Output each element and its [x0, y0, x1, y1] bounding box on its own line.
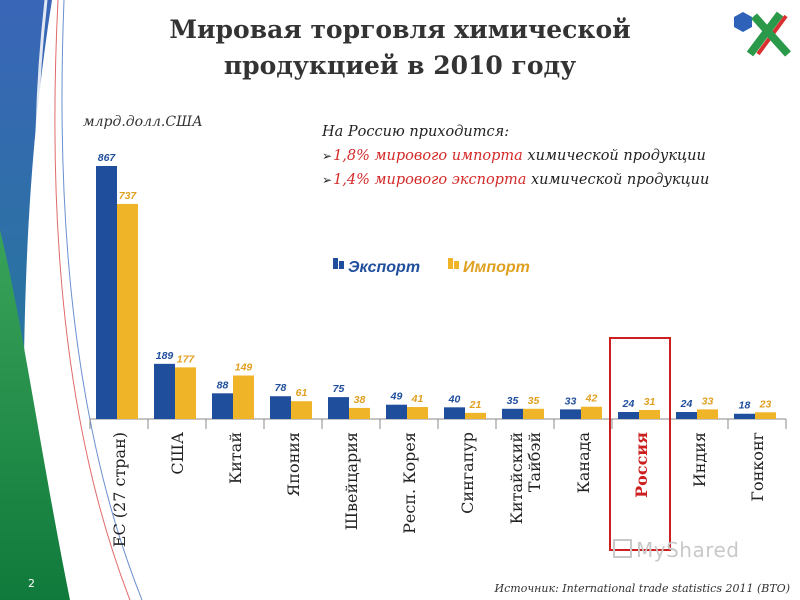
note-heading: На Россию приходится:	[322, 124, 510, 140]
import-data-label: 61	[296, 387, 308, 399]
import-bar	[581, 406, 602, 419]
import-bar	[639, 409, 660, 419]
title-line-2: продукцией в 2010 году	[223, 51, 577, 80]
unit-label: млрд.долл.США	[83, 114, 203, 130]
category-label: Сингапур	[458, 432, 477, 514]
export-data-label: 33	[565, 395, 577, 407]
category-label: Индия	[690, 432, 709, 487]
import-bar	[465, 412, 486, 419]
export-data-label: 75	[333, 383, 345, 395]
watermark: MyShared	[613, 538, 740, 562]
note-item: ➢1,4% мирового экспорта химической проду…	[322, 168, 709, 192]
arrow-bullet-icon: ➢	[322, 149, 333, 163]
import-bar	[233, 375, 254, 419]
legend-swatch	[454, 261, 459, 269]
import-data-label: 737	[119, 190, 138, 202]
category-label: Швейцария	[342, 432, 361, 530]
export-bar	[560, 409, 581, 419]
legend-swatch	[339, 261, 344, 269]
import-data-label: 21	[469, 399, 482, 411]
import-bar	[117, 203, 138, 419]
import-bar	[349, 407, 370, 419]
watermark-icon	[613, 539, 632, 558]
note-item-text: химической продукции	[526, 172, 710, 188]
export-bar	[212, 393, 233, 419]
export-data-label: 35	[507, 395, 519, 407]
export-bar	[386, 404, 407, 419]
left-swoosh-blue	[61, 0, 143, 600]
export-data-label: 40	[448, 393, 461, 405]
left-swoosh-red	[54, 0, 131, 600]
source-note: Источник: International trade statistics…	[494, 582, 790, 595]
export-bar	[676, 411, 697, 419]
import-data-label: 149	[235, 362, 253, 374]
import-bar	[407, 407, 428, 419]
company-logo	[734, 11, 791, 57]
import-bar	[175, 367, 196, 419]
import-data-label: 33	[702, 395, 714, 407]
export-data-label: 24	[622, 398, 635, 410]
import-data-label: 23	[759, 398, 772, 410]
category-label: ЕС (27 стран)	[110, 432, 129, 547]
russia-highlight-box	[609, 337, 671, 551]
category-label: Китай	[226, 432, 245, 484]
title-line-1: Мировая торговля химической	[169, 15, 631, 44]
slide-title: Мировая торговля химической продукцией в…	[130, 12, 670, 84]
left-swoosh-white	[35, 0, 112, 600]
note-item: ➢1,8% мирового импорта химической продук…	[322, 144, 709, 168]
legend-label: Экспорт	[348, 259, 420, 276]
import-data-label: 177	[177, 353, 196, 365]
import-bar	[697, 409, 718, 419]
import-bar	[755, 412, 776, 419]
import-data-label: 31	[644, 396, 656, 408]
note-item-highlight: 1,8% мирового импорта	[333, 148, 523, 164]
export-bar	[96, 166, 117, 419]
page-number: 2	[28, 577, 35, 590]
export-bar	[270, 396, 291, 419]
export-bar	[502, 408, 523, 419]
category-label: Респ. Корея	[400, 432, 419, 534]
export-data-label: 88	[217, 379, 229, 391]
import-bar	[523, 408, 544, 419]
export-bar	[444, 407, 465, 419]
import-bar	[291, 401, 312, 419]
import-data-label: 35	[528, 395, 540, 407]
import-data-label: 41	[411, 393, 424, 405]
note-item-text: химической продукции	[522, 148, 706, 164]
legend-swatch	[333, 258, 338, 269]
export-data-label: 189	[156, 350, 174, 362]
import-data-label: 42	[585, 393, 598, 405]
russia-note: На Россию приходится: ➢1,8% мирового имп…	[322, 120, 709, 192]
category-label: Гонконг	[748, 432, 767, 502]
export-data-label: 867	[98, 152, 117, 164]
category-label: КитайскийТайбэй	[507, 432, 544, 524]
legend-swatch	[448, 258, 453, 269]
legend-label: Импорт	[463, 259, 530, 276]
export-data-label: 49	[390, 391, 403, 403]
category-label: Россия	[632, 432, 651, 498]
export-data-label: 24	[680, 398, 693, 410]
export-data-label: 18	[739, 400, 751, 412]
category-label: США	[168, 432, 187, 475]
export-bar	[734, 413, 755, 419]
export-bar	[618, 411, 639, 419]
import-data-label: 38	[354, 394, 366, 406]
category-label: Япония	[284, 432, 303, 497]
export-bar	[154, 363, 175, 419]
watermark-text: MyShared	[636, 538, 740, 562]
export-data-label: 78	[275, 382, 287, 394]
arrow-bullet-icon: ➢	[322, 173, 333, 187]
note-item-highlight: 1,4% мирового экспорта	[333, 172, 527, 188]
export-bar	[328, 397, 349, 419]
category-label: Канада	[574, 432, 593, 494]
left-band-green	[0, 230, 70, 600]
